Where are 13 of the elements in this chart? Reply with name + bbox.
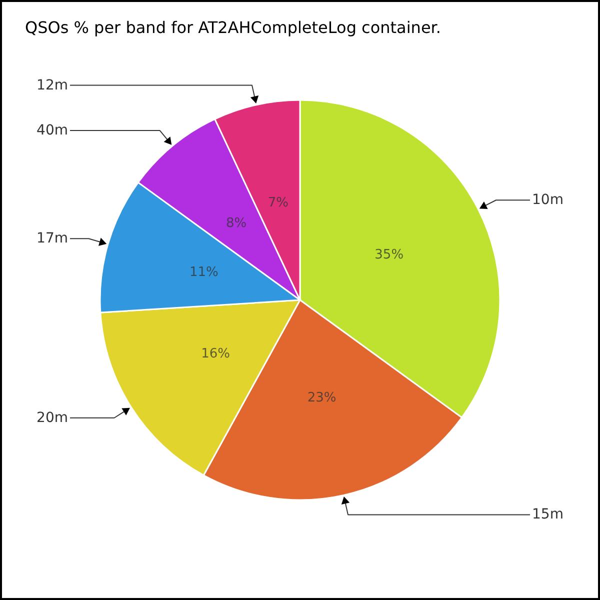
slice-label: 17m (36, 230, 68, 247)
data-label: 16% (201, 346, 230, 362)
slice-label: 20m (36, 410, 68, 426)
data-label: 23% (307, 390, 336, 406)
slice-label: 12m (36, 77, 68, 94)
data-label: 11% (190, 265, 218, 280)
data-label: 7% (268, 195, 288, 210)
slice-label: 10m (532, 192, 564, 208)
data-label: 35% (374, 248, 404, 263)
data-label: 8% (226, 216, 247, 231)
slice-label: 15m (532, 506, 564, 523)
slice-label: 40m (36, 122, 68, 138)
chart-title: QSOs % per band for AT2AHCompleteLog container. (25, 18, 441, 37)
